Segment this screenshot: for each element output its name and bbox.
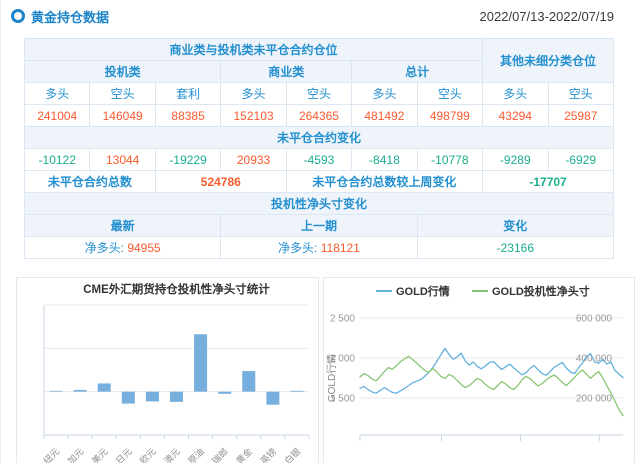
- svg-text:CME外汇期货持仓投机性净头寸统计: CME外汇期货持仓投机性净头寸统计: [83, 282, 270, 296]
- svg-text:200 000: 200 000: [576, 394, 613, 405]
- date-range: 2022/07/13-2022/07/19: [479, 8, 614, 24]
- net-section-label: 投机性净头寸变化: [24, 192, 614, 215]
- net-prev-value: 118121: [320, 241, 360, 255]
- net-change-value: -23166: [416, 236, 615, 259]
- table-row-subgroups: 投机类 商业类 总计: [23, 60, 614, 83]
- position-value: 264365: [285, 104, 353, 127]
- svg-text:400 000: 400 000: [576, 354, 613, 365]
- col-header-spread: 套利: [154, 82, 222, 105]
- col-header-long: 多头: [220, 82, 287, 105]
- svg-text:澳元: 澳元: [161, 446, 182, 463]
- svg-text:日元: 日元: [114, 446, 134, 463]
- net-header-latest: 最新: [23, 214, 222, 237]
- position-value: 43294: [482, 104, 549, 127]
- svg-text:纽元: 纽元: [41, 446, 62, 463]
- svg-text:GOLD行情: GOLD行情: [325, 354, 338, 402]
- col-header-short: 空头: [285, 82, 353, 105]
- col-header-short: 空头: [89, 82, 156, 105]
- col-header-long: 多头: [482, 82, 549, 105]
- svg-text:GOLD行情: GOLD行情: [396, 284, 450, 298]
- net-latest-cell: 净多头: 94955: [23, 236, 222, 259]
- gold-price-net-position-chart-panel: GOLD行情 GOLD投机性净头寸 2 500 600 000 2 000 400 000…: [323, 277, 635, 463]
- header-commercial: 商业类: [220, 60, 353, 83]
- change-value: -4593: [285, 148, 353, 171]
- gold-price-net-position-chart: GOLD行情 GOLD投机性净头寸 2 500 600 000 2 000 400 000…: [325, 284, 624, 441]
- positions-table: 商业类与投机类未平仓合约仓位 其他未细分类仓位 投机类 商业类 总计 多头 空头…: [23, 38, 615, 259]
- header-other-group: 其他未细分类仓位: [482, 38, 614, 83]
- header-total: 总计: [351, 60, 484, 83]
- change-value: -6929: [547, 148, 614, 171]
- net-header-previous: 上一期: [220, 214, 418, 237]
- table-row-group-header: 商业类与投机类未平仓合约仓位 其他未细分类仓位: [23, 38, 614, 83]
- svg-text:英镑: 英镑: [258, 446, 279, 463]
- svg-text:原油: 原油: [185, 446, 206, 463]
- net-latest-value: 94955: [127, 241, 161, 255]
- svg-text:瑞郎: 瑞郎: [210, 446, 231, 463]
- table-row-positions: 241004 146049 88385 152103 264365 481492…: [23, 104, 614, 127]
- total-open-interest-label: 未平仓合约总数: [24, 170, 156, 193]
- position-value: 498799: [416, 104, 484, 127]
- page-title: 黄金持仓数据: [31, 9, 110, 25]
- svg-text:2 500: 2 500: [330, 314, 355, 325]
- svg-text:加元: 加元: [66, 446, 86, 463]
- position-value: 241004: [23, 104, 91, 127]
- change-value: -9289: [482, 148, 549, 171]
- svg-text:2 000: 2 000: [330, 354, 355, 365]
- header-speculative: 投机类: [23, 60, 222, 83]
- table-row-totals: 未平仓合约总数 524786 未平仓合约总数较上周变化 -17707: [24, 170, 614, 193]
- table-row-net-section: 投机性净头寸变化: [24, 192, 614, 215]
- net-previous-cell: 净多头: 118121: [220, 236, 418, 259]
- net-prev-label: 净多头:: [278, 241, 318, 255]
- position-value: 152103: [220, 104, 287, 127]
- total-change-label: 未平仓合约总数较上周变化: [285, 170, 484, 193]
- fx-net-position-bar-chart-panel: CME外汇期货持仓投机性净头寸统计纽元 加元 美元 日元 欧元 澳元 原油 瑞郎 黄金 英镑 白银: [16, 277, 319, 463]
- position-value: 146049: [89, 104, 156, 127]
- change-value: 13044: [89, 148, 156, 171]
- table-row-net-values: 净多头: 94955 净多头: 118121 -23166: [23, 236, 615, 259]
- table-row-col-headers: 多头 空头 套利 多头 空头 多头 空头 多头 空头: [23, 82, 614, 105]
- table-row-net-headers: 最新 上一期 变化: [23, 214, 615, 237]
- svg-text:1 500: 1 500: [330, 394, 355, 405]
- net-latest-label: 净多头:: [84, 241, 124, 255]
- svg-text:黄金: 黄金: [234, 446, 255, 463]
- change-value: -10778: [416, 148, 484, 171]
- svg-text:欧元: 欧元: [137, 446, 158, 463]
- header-main-group: 商业类与投机类未平仓合约仓位: [23, 38, 484, 61]
- table-row-changes: -10122 13044 -19229 20933 -4593 -8418 -1…: [23, 148, 614, 171]
- net-header-change: 变化: [416, 214, 615, 237]
- page-title-wrap: 黄金持仓数据: [11, 7, 109, 26]
- svg-text:GOLD投机性净头寸: GOLD投机性净头寸: [492, 284, 590, 298]
- change-section-label: 未平仓合约变化: [24, 126, 614, 149]
- change-value: -19229: [154, 148, 222, 171]
- col-header-short: 空头: [547, 82, 614, 105]
- total-change-value: -17707: [482, 170, 614, 193]
- page-header: 黄金持仓数据 2022/07/13-2022/07/19: [11, 5, 614, 27]
- svg-text:美元: 美元: [89, 446, 110, 463]
- col-header-long: 多头: [23, 82, 91, 105]
- change-value: -10122: [23, 148, 91, 171]
- position-value: 88385: [154, 104, 222, 127]
- col-header-short: 空头: [416, 82, 484, 105]
- change-value: 20933: [220, 148, 287, 171]
- table-row-change-section: 未平仓合约变化: [24, 126, 614, 149]
- svg-text:600 000: 600 000: [576, 314, 613, 325]
- position-value: 25987: [547, 104, 614, 127]
- change-value: -8418: [351, 148, 418, 171]
- position-value: 481492: [351, 104, 418, 127]
- total-open-interest-value: 524786: [154, 170, 287, 193]
- col-header-long: 多头: [351, 82, 418, 105]
- bullet-ring-icon: [11, 9, 25, 23]
- svg-text:白银: 白银: [282, 446, 303, 463]
